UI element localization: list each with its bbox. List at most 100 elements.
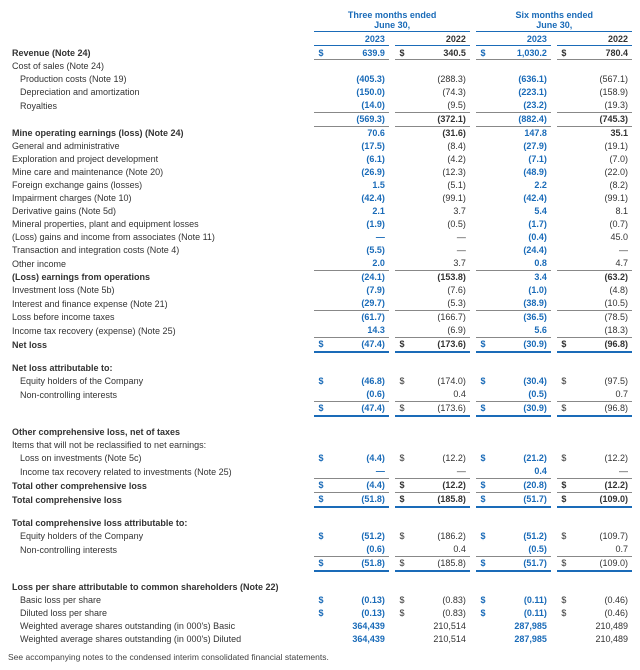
col-2022-6m: 2022 xyxy=(557,32,632,46)
cell: 1.5 xyxy=(328,179,389,192)
cell: (22.0) xyxy=(571,166,632,179)
cell xyxy=(490,426,551,439)
cell: (4.8) xyxy=(571,284,632,297)
cell: (1.0) xyxy=(490,284,551,297)
cell: (7.0) xyxy=(571,153,632,166)
cell: (17.5) xyxy=(328,140,389,153)
cell: (0.5) xyxy=(490,543,551,557)
row-lps_d: Diluted loss per share$(0.13)$(0.83)$(0.… xyxy=(8,607,632,620)
footnote: See accompanying notes to the condensed … xyxy=(8,652,632,662)
row-cos_t: (569.3)(372.1)(882.4)(745.3) xyxy=(8,112,632,126)
cell: 364,439 xyxy=(328,633,389,646)
cell: 0.8 xyxy=(490,257,551,271)
cell: 1,030.2 xyxy=(490,46,551,60)
row-label xyxy=(8,401,314,416)
cell: 639.9 xyxy=(328,46,389,60)
cell: (0.13) xyxy=(328,594,389,607)
cell: (8.4) xyxy=(409,140,470,153)
row-tcl_h: Total comprehensive loss attributable to… xyxy=(8,517,632,530)
row-label xyxy=(8,556,314,571)
row-deriv: Derivative gains (Note 5d)2.13.75.48.1 xyxy=(8,205,632,218)
col-2023-6m: 2023 xyxy=(476,32,550,46)
cell: (4.2) xyxy=(409,153,470,166)
cell: (61.7) xyxy=(328,310,389,324)
cell xyxy=(490,362,551,375)
row-dep: Depreciation and amortization(150.0)(74.… xyxy=(8,86,632,99)
row-revenue: Revenue (Note 24)$639.9$340.5$1,030.2$78… xyxy=(8,46,632,60)
cell: (51.8) xyxy=(328,492,389,507)
row-label: Non-controlling interests xyxy=(8,543,314,557)
cell: 340.5 xyxy=(409,46,470,60)
row-oci_t: Total other comprehensive loss$(4.4)$(12… xyxy=(8,478,632,492)
cell: 0.4 xyxy=(409,543,470,557)
cell: (19.3) xyxy=(571,99,632,113)
cell: (51.8) xyxy=(328,556,389,571)
row-label: Income tax recovery related to investmen… xyxy=(8,465,314,479)
row-label: Revenue (Note 24) xyxy=(8,46,314,60)
row-label: Investment loss (Note 5b) xyxy=(8,284,314,297)
cell: — xyxy=(409,465,470,479)
row-oci_inv: Loss on investments (Note 5c)$(4.4)$(12.… xyxy=(8,452,632,465)
row-label: Mine care and maintenance (Note 20) xyxy=(8,166,314,179)
row-ops: (Loss) earnings from operations(24.1)(15… xyxy=(8,270,632,284)
cell: (0.5) xyxy=(490,388,551,402)
row-attr_nci: Non-controlling interests(0.6)0.4(0.5)0.… xyxy=(8,388,632,402)
cell: (18.3) xyxy=(571,324,632,338)
row-roy: Royalties(14.0)(9.5)(23.2)(19.3) xyxy=(8,99,632,113)
cell: (12.2) xyxy=(571,452,632,465)
row-label: Transaction and integration costs (Note … xyxy=(8,244,314,257)
cell: (153.8) xyxy=(409,270,470,284)
cell: (745.3) xyxy=(571,112,632,126)
cell: (1.9) xyxy=(328,218,389,231)
row-netloss: Net loss$(47.4)$(173.6)$(30.9)$(96.8) xyxy=(8,337,632,352)
cell: 5.4 xyxy=(490,205,551,218)
cell: 210,514 xyxy=(409,633,470,646)
cell xyxy=(409,581,470,594)
row-care: Mine care and maintenance (Note 20) (26.9… xyxy=(8,166,632,179)
cell xyxy=(409,439,470,452)
row-label: Weighted average shares outstanding (in … xyxy=(8,633,314,646)
cell: (21.2) xyxy=(490,452,551,465)
cell: — xyxy=(409,231,470,244)
cell: 210,489 xyxy=(571,633,632,646)
row-label: Total comprehensive loss attributable to… xyxy=(8,517,314,530)
cell: (74.3) xyxy=(409,86,470,99)
cell: 14.3 xyxy=(328,324,389,338)
cell: (12.3) xyxy=(409,166,470,179)
row-mine_op: Mine operating earnings (loss) (Note 24)… xyxy=(8,126,632,140)
cell xyxy=(328,60,389,73)
cell: 210,489 xyxy=(571,620,632,633)
cell: (174.0) xyxy=(409,375,470,388)
row-minprop: Mineral properties, plant and equipment … xyxy=(8,218,632,231)
cell: 0.7 xyxy=(571,388,632,402)
row-label: Exploration and project development xyxy=(8,153,314,166)
cell: (166.7) xyxy=(409,310,470,324)
cell: (36.5) xyxy=(490,310,551,324)
row-assoc: (Loss) gains and income from associates … xyxy=(8,231,632,244)
cell: (99.1) xyxy=(409,192,470,205)
cell: 3.7 xyxy=(409,257,470,271)
cell: (96.8) xyxy=(571,401,632,416)
cell: (7.1) xyxy=(490,153,551,166)
row-was_d: Weighted average shares outstanding (in … xyxy=(8,633,632,646)
cell xyxy=(490,517,551,530)
cell xyxy=(490,581,551,594)
cell: (0.46) xyxy=(571,607,632,620)
row-label: Non-controlling interests xyxy=(8,388,314,402)
row-label: Loss on investments (Note 5c) xyxy=(8,452,314,465)
cell: (12.2) xyxy=(571,478,632,492)
cell: 147.8 xyxy=(490,126,551,140)
cell: (567.1) xyxy=(571,73,632,86)
cell: (26.9) xyxy=(328,166,389,179)
row-label: Interest and finance expense (Note 21) xyxy=(8,297,314,311)
cell: (14.0) xyxy=(328,99,389,113)
cell: (30.9) xyxy=(490,401,551,416)
cell xyxy=(409,426,470,439)
cell: (372.1) xyxy=(409,112,470,126)
cell xyxy=(409,60,470,73)
cell: 8.1 xyxy=(571,205,632,218)
cell: (63.2) xyxy=(571,270,632,284)
header-three-months: Three months endedJune 30, xyxy=(314,8,469,32)
cell xyxy=(328,426,389,439)
cell: (31.6) xyxy=(409,126,470,140)
